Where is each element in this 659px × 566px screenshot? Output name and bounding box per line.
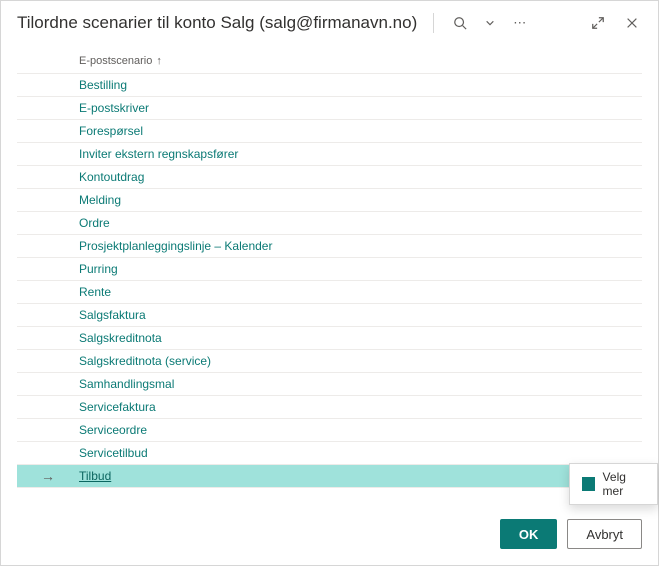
- sort-up-icon: ↑: [156, 55, 162, 67]
- scenario-link[interactable]: Samhandlingsmal: [79, 377, 642, 391]
- select-more-label: Velg mer: [603, 470, 645, 498]
- expand-icon[interactable]: [588, 13, 608, 33]
- close-icon[interactable]: [622, 13, 642, 33]
- table-row[interactable]: Melding⋮: [17, 189, 642, 212]
- scenario-link[interactable]: Servicetilbud: [79, 446, 642, 460]
- select-more-popover[interactable]: Velg mer: [569, 463, 658, 505]
- row-list: Bestilling⋮E-postskriver⋮Forespørsel⋮Inv…: [17, 74, 642, 488]
- dialog-title: Tilordne scenarier til konto Salg (salg@…: [17, 13, 417, 33]
- title-right: [588, 13, 642, 33]
- scenario-link[interactable]: Tilbud: [79, 469, 642, 483]
- table-row[interactable]: Forespørsel⋮: [17, 120, 642, 143]
- scenario-link[interactable]: Inviter ekstern regnskapsfører: [79, 147, 642, 161]
- table-row[interactable]: Salgsfaktura⋮: [17, 304, 642, 327]
- table-row[interactable]: Salgskreditnota⋮: [17, 327, 642, 350]
- scenario-link[interactable]: Prosjektplanleggingslinje – Kalender: [79, 239, 642, 253]
- table-row[interactable]: Ordre⋮: [17, 212, 642, 235]
- table-row[interactable]: Prosjektplanleggingslinje – Kalender⋮: [17, 235, 642, 258]
- scenario-link[interactable]: Servicefaktura: [79, 400, 642, 414]
- scenario-link[interactable]: Purring: [79, 262, 642, 276]
- table-row[interactable]: Serviceordre⋮: [17, 419, 642, 442]
- title-bar: Tilordne scenarier til konto Salg (salg@…: [1, 1, 658, 41]
- scenario-link[interactable]: Salgskreditnota: [79, 331, 642, 345]
- chevron-down-icon[interactable]: [480, 13, 500, 33]
- title-actions: ⋯: [450, 13, 530, 33]
- search-icon[interactable]: [450, 13, 470, 33]
- scenario-link[interactable]: Salgsfaktura: [79, 308, 642, 322]
- table-row[interactable]: Bestilling⋮: [17, 74, 642, 97]
- table-row[interactable]: Rente⋮: [17, 281, 642, 304]
- table-row[interactable]: Servicefaktura⋮: [17, 396, 642, 419]
- select-more-icon: [582, 477, 595, 491]
- scenario-link[interactable]: Serviceordre: [79, 423, 642, 437]
- scenario-link[interactable]: Forespørsel: [79, 124, 642, 138]
- scenario-link[interactable]: Ordre: [79, 216, 642, 230]
- table-row[interactable]: Samhandlingsmal⋮: [17, 373, 642, 396]
- cancel-button[interactable]: Avbryt: [567, 519, 642, 549]
- table-row[interactable]: →Tilbud⋮: [17, 465, 642, 488]
- scenario-link[interactable]: Melding: [79, 193, 642, 207]
- scenario-link[interactable]: E-postskriver: [79, 101, 642, 115]
- table-row[interactable]: Kontoutdrag⋮: [17, 166, 642, 189]
- column-header[interactable]: E-postscenario ↑: [17, 49, 642, 74]
- scenario-link[interactable]: Rente: [79, 285, 642, 299]
- footer: OK Avbryt: [1, 505, 658, 565]
- scenario-link[interactable]: Bestilling: [79, 78, 642, 92]
- more-icon[interactable]: ⋯: [510, 13, 530, 33]
- dialog: Tilordne scenarier til konto Salg (salg@…: [0, 0, 659, 566]
- content-area: E-postscenario ↑ Bestilling⋮E-postskrive…: [1, 41, 658, 505]
- ok-button[interactable]: OK: [500, 519, 558, 549]
- separator: [433, 13, 434, 33]
- table-row[interactable]: Inviter ekstern regnskapsfører⋮: [17, 143, 642, 166]
- row-indicator: →: [17, 468, 79, 484]
- table-row[interactable]: Salgskreditnota (service)⋮: [17, 350, 642, 373]
- scenario-link[interactable]: Salgskreditnota (service): [79, 354, 642, 368]
- column-header-label: E-postscenario: [79, 55, 152, 67]
- scenario-link[interactable]: Kontoutdrag: [79, 170, 642, 184]
- table-row[interactable]: E-postskriver⋮: [17, 97, 642, 120]
- table-row[interactable]: Servicetilbud⋮: [17, 442, 642, 465]
- table-row[interactable]: Purring⋮: [17, 258, 642, 281]
